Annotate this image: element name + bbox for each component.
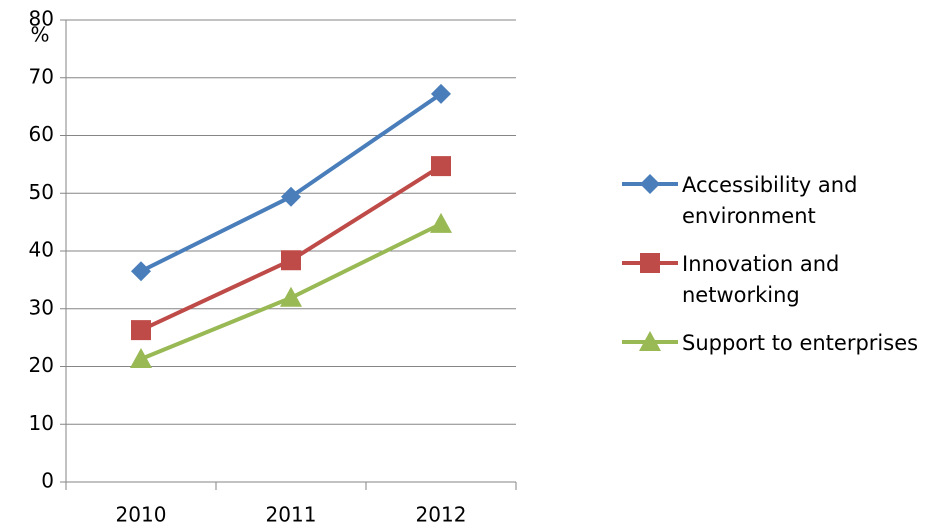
legend-marker bbox=[640, 253, 660, 273]
y-tick-label: 70 bbox=[29, 64, 54, 88]
y-tick-label: 30 bbox=[29, 295, 54, 319]
y-axis-label: % bbox=[30, 23, 49, 47]
marker bbox=[281, 250, 301, 271]
legend-label: Support to enterprises bbox=[682, 331, 919, 355]
legend-marker bbox=[640, 174, 660, 194]
y-tick-label: 50 bbox=[29, 180, 54, 204]
y-tick-label: 40 bbox=[29, 238, 54, 262]
x-tick-label: 2011 bbox=[266, 503, 317, 527]
marker bbox=[130, 347, 152, 368]
marker bbox=[280, 286, 302, 307]
marker bbox=[431, 156, 451, 177]
x-tick-label: 2010 bbox=[116, 503, 167, 527]
legend-label: Innovation and networking bbox=[682, 252, 840, 307]
marker bbox=[431, 83, 451, 104]
marker bbox=[131, 261, 151, 282]
y-tick-label: 20 bbox=[29, 353, 54, 377]
y-tick-label: 60 bbox=[29, 122, 54, 146]
x-tick-label: 2012 bbox=[416, 503, 467, 527]
marker bbox=[281, 186, 301, 207]
marker bbox=[430, 212, 452, 233]
y-tick-label: 80 bbox=[29, 7, 54, 31]
marker bbox=[131, 320, 151, 341]
y-tick-label: 10 bbox=[29, 411, 54, 435]
legend-label: Accessibility and environment bbox=[682, 173, 858, 228]
legend-marker bbox=[639, 331, 661, 351]
y-tick-label: 0 bbox=[41, 469, 54, 493]
